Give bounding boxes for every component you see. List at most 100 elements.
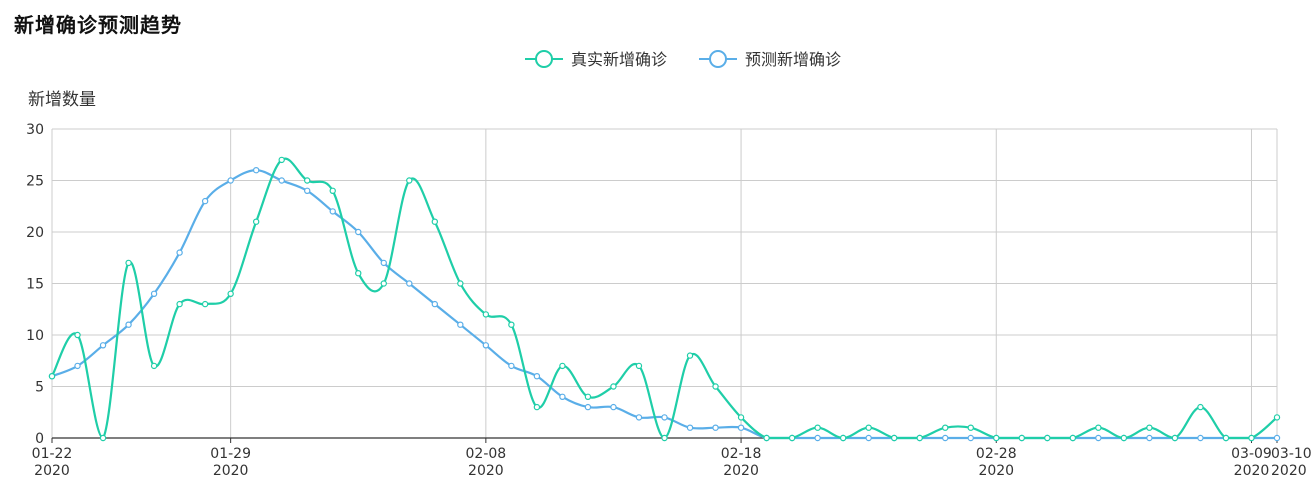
data-point-actual[interactable] [355, 270, 362, 277]
data-point-predicted[interactable] [227, 177, 234, 184]
data-point-predicted[interactable] [635, 414, 643, 421]
y-tick-label: 0 [35, 431, 44, 447]
data-point-predicted[interactable] [278, 177, 285, 184]
data-point-predicted[interactable] [942, 434, 949, 442]
data-point-predicted[interactable] [406, 280, 413, 287]
data-point-predicted[interactable] [1146, 434, 1153, 442]
data-point-actual[interactable] [278, 156, 285, 164]
x-tick-label: 01-29 [210, 446, 251, 462]
data-point-predicted[interactable] [304, 187, 311, 194]
data-point-actual[interactable] [967, 424, 974, 431]
data-point-actual[interactable] [890, 434, 898, 442]
data-point-predicted[interactable] [125, 321, 132, 328]
data-point-actual[interactable] [1018, 434, 1025, 442]
data-point-predicted[interactable] [559, 393, 566, 400]
data-point-actual[interactable] [431, 218, 439, 225]
data-point-actual[interactable] [252, 218, 260, 225]
legend-marker-actual[interactable] [535, 50, 553, 68]
data-point-actual[interactable] [1120, 434, 1128, 442]
data-point-actual[interactable] [1222, 434, 1230, 442]
data-point-actual[interactable] [686, 352, 694, 359]
x-tick-year-label: 2020 [468, 463, 504, 479]
data-point-predicted[interactable] [252, 166, 260, 174]
data-point-predicted[interactable] [431, 300, 439, 308]
data-point-actual[interactable] [1095, 424, 1102, 431]
data-point-predicted[interactable] [74, 362, 81, 370]
data-point-predicted[interactable] [712, 424, 719, 431]
data-point-predicted[interactable] [329, 208, 336, 215]
data-point-predicted[interactable] [355, 228, 362, 236]
data-point-actual[interactable] [380, 280, 387, 287]
data-point-actual[interactable] [814, 424, 821, 431]
data-point-actual[interactable] [942, 424, 949, 431]
data-point-actual[interactable] [1044, 434, 1051, 442]
x-tick-year-label: 2020 [723, 463, 759, 479]
data-point-actual[interactable] [993, 434, 1000, 442]
data-point-actual[interactable] [1197, 403, 1204, 411]
data-point-actual[interactable] [1248, 434, 1255, 442]
data-point-actual[interactable] [99, 434, 107, 442]
data-point-predicted[interactable] [1273, 434, 1281, 442]
data-point-actual[interactable] [865, 424, 872, 431]
data-point-actual[interactable] [125, 259, 132, 267]
data-point-actual[interactable] [737, 414, 745, 421]
data-point-actual[interactable] [661, 434, 668, 442]
data-point-actual[interactable] [610, 383, 617, 390]
data-point-predicted[interactable] [176, 249, 183, 256]
x-tick-year-label: 2020 [213, 463, 249, 479]
data-point-actual[interactable] [916, 434, 923, 442]
legend-label-predicted: 预测新增确诊 [745, 50, 841, 69]
data-point-predicted[interactable] [99, 342, 107, 349]
x-tick-year-label: 2020 [1271, 463, 1307, 479]
legend-marker-predicted[interactable] [709, 50, 727, 68]
data-point-actual[interactable] [201, 300, 209, 308]
data-point-actual[interactable] [1069, 434, 1077, 442]
data-point-predicted[interactable] [865, 434, 872, 442]
data-point-actual[interactable] [1273, 414, 1281, 421]
data-point-predicted[interactable] [201, 197, 209, 205]
data-point-actual[interactable] [508, 321, 515, 328]
y-tick-label: 30 [26, 122, 44, 138]
data-point-actual[interactable] [176, 300, 183, 308]
data-point-predicted[interactable] [814, 434, 821, 442]
data-point-actual[interactable] [74, 331, 81, 339]
data-point-actual[interactable] [635, 362, 643, 370]
data-point-predicted[interactable] [686, 424, 694, 431]
data-point-actual[interactable] [482, 311, 490, 318]
data-point-actual[interactable] [839, 434, 847, 442]
data-point-predicted[interactable] [482, 342, 490, 349]
data-point-actual[interactable] [763, 434, 770, 442]
data-point-actual[interactable] [1171, 434, 1179, 442]
data-point-predicted[interactable] [150, 290, 158, 297]
data-point-predicted[interactable] [661, 414, 668, 421]
y-axis-title: 新增数量 [28, 90, 96, 110]
data-point-predicted[interactable] [457, 321, 464, 328]
data-point-actual[interactable] [329, 187, 336, 194]
data-point-predicted[interactable] [610, 403, 617, 411]
x-tick-year-label: 2020 [1234, 463, 1270, 479]
data-point-actual[interactable] [457, 280, 464, 287]
data-point-predicted[interactable] [1197, 434, 1204, 442]
data-point-actual[interactable] [406, 177, 413, 184]
data-point-predicted[interactable] [508, 362, 515, 370]
data-point-actual[interactable] [304, 177, 311, 184]
data-point-actual[interactable] [227, 290, 234, 297]
x-tick-label: 03-10 [1271, 446, 1311, 462]
data-point-predicted[interactable] [533, 373, 541, 380]
data-point-actual[interactable] [712, 383, 719, 390]
y-tick-label: 25 [26, 174, 44, 190]
data-point-actual[interactable] [150, 362, 158, 370]
data-point-actual[interactable] [559, 362, 566, 370]
data-point-actual[interactable] [584, 393, 592, 400]
data-point-predicted[interactable] [737, 424, 745, 431]
data-point-actual[interactable] [1146, 424, 1153, 431]
data-point-predicted[interactable] [584, 403, 592, 411]
data-point-predicted[interactable] [1095, 434, 1102, 442]
data-point-actual[interactable] [788, 434, 796, 442]
legend-label-actual: 真实新增确诊 [571, 50, 667, 69]
data-point-actual[interactable] [533, 403, 541, 411]
data-point-predicted[interactable] [380, 259, 387, 267]
data-point-predicted[interactable] [967, 434, 974, 442]
data-point-actual[interactable] [48, 373, 56, 380]
